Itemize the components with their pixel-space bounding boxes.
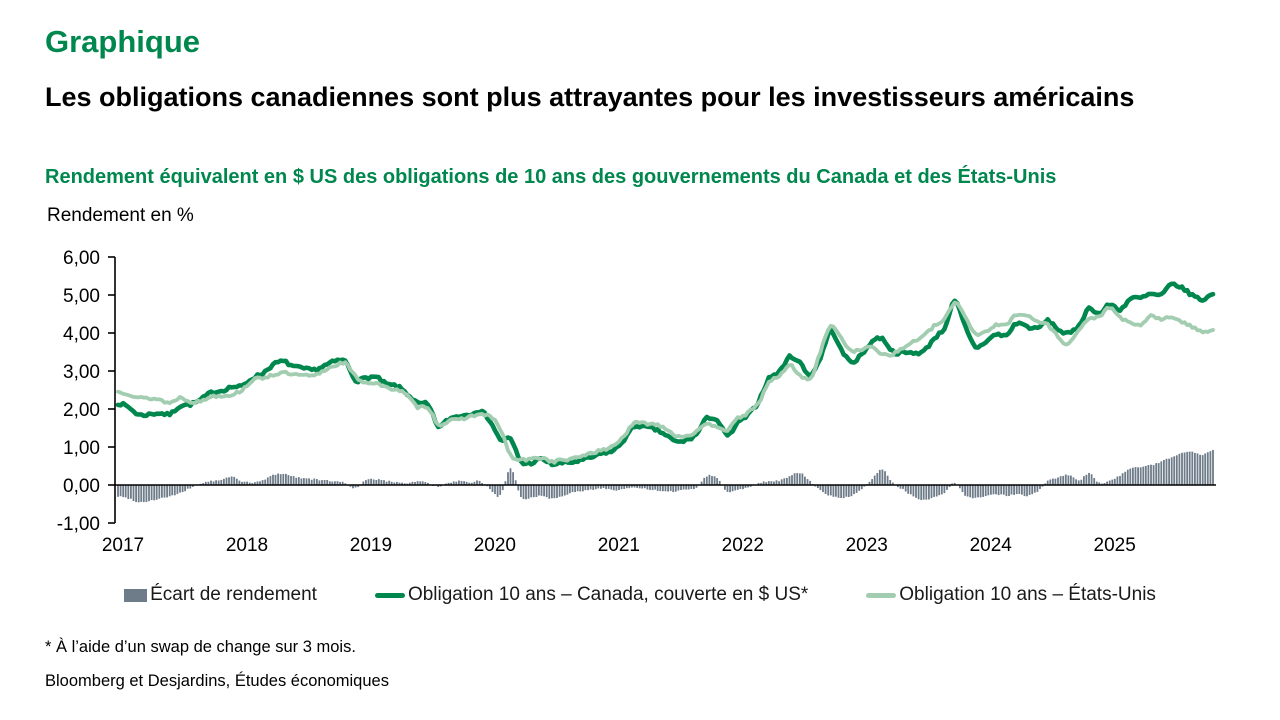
svg-text:4,00: 4,00 xyxy=(63,324,100,345)
svg-text:2022: 2022 xyxy=(722,535,764,556)
source-line: Bloomberg et Desjardins, Études économiq… xyxy=(45,672,389,690)
canada-line-swatch xyxy=(374,592,405,598)
svg-text:2,00: 2,00 xyxy=(63,400,100,421)
legend-item-canada: Obligation 10 ans – Canada, couverte en … xyxy=(374,584,809,606)
svg-text:5,00: 5,00 xyxy=(63,286,100,307)
svg-text:6,00: 6,00 xyxy=(63,248,100,269)
svg-text:-1,00: -1,00 xyxy=(57,514,100,535)
svg-text:2021: 2021 xyxy=(598,535,640,556)
footnote-asterisk: * À l’aide d’un swap de change sur 3 moi… xyxy=(45,638,356,656)
us-line-swatch xyxy=(866,592,897,598)
legend-item-etats-unis: Obligation 10 ans – États-Unis xyxy=(866,584,1156,606)
legend-label-ecart: Écart de rendement xyxy=(150,584,317,605)
legend-item-ecart: Écart de rendement xyxy=(124,584,317,606)
legend-label-canada: Obligation 10 ans – Canada, couverte en … xyxy=(407,584,809,605)
y-axis-unit-label: Rendement en % xyxy=(47,205,194,226)
svg-text:2017: 2017 xyxy=(102,535,144,556)
svg-text:2023: 2023 xyxy=(846,535,888,556)
svg-text:2024: 2024 xyxy=(970,535,1013,556)
svg-text:2018: 2018 xyxy=(226,535,268,556)
chart-kicker: Graphique xyxy=(45,24,201,59)
spread-bar-swatch xyxy=(124,588,148,602)
chart-subtitle: Rendement équivalent en $ US des obligat… xyxy=(45,166,1057,188)
svg-text:2020: 2020 xyxy=(474,535,516,556)
svg-text:2019: 2019 xyxy=(350,535,392,556)
legend-label-etats-unis: Obligation 10 ans – États-Unis xyxy=(899,584,1156,605)
svg-text:1,00: 1,00 xyxy=(63,438,100,459)
svg-text:2025: 2025 xyxy=(1094,535,1136,556)
chart-legend: Écart de rendement Obligation 10 ans – C… xyxy=(0,584,1280,606)
chart-title: Les obligations canadiennes sont plus at… xyxy=(45,82,1135,112)
svg-text:3,00: 3,00 xyxy=(63,362,100,383)
svg-text:0,00: 0,00 xyxy=(63,476,100,497)
